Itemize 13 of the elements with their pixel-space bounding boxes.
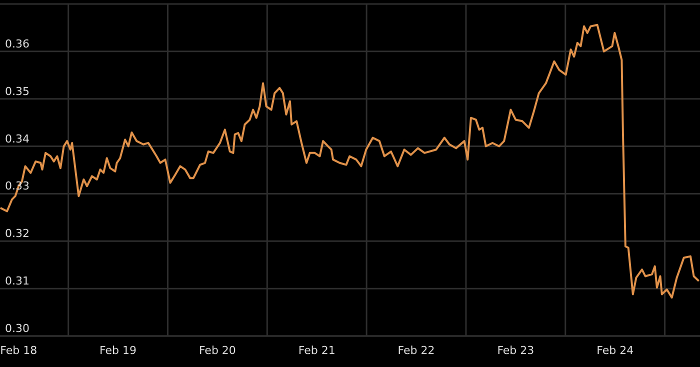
x-tick-label: Feb 18 [0,344,38,357]
x-tick-label: Feb 23 [497,344,534,357]
x-tick-label: Feb 24 [596,344,634,357]
y-tick-label: 0.34 [5,132,30,146]
x-tick-label: Feb 20 [198,344,236,357]
x-tick-label: Feb 19 [100,344,137,357]
y-tick-label: 0.31 [5,274,30,288]
y-tick-label: 0.36 [5,37,30,50]
x-tick-label: Feb 22 [398,344,435,357]
y-tick-label: 0.30 [5,322,30,335]
y-tick-label: 0.32 [5,227,30,240]
y-tick-label: 0.35 [5,84,30,98]
x-tick-label: Feb 21 [298,344,336,357]
